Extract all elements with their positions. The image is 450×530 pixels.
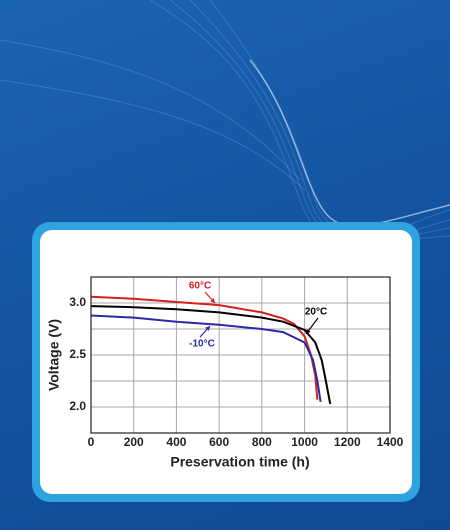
x-tick-label: 400 [166, 435, 186, 449]
line-series [90, 295, 319, 400]
x-tick-label: 1200 [334, 435, 361, 449]
y-tick-label: 2.5 [69, 347, 86, 361]
line-series [90, 305, 332, 405]
arrow-head [306, 329, 311, 334]
arrow-head [205, 326, 210, 331]
x-tick-label: 1400 [377, 435, 404, 449]
line-series [90, 314, 322, 402]
y-axis-title: Voltage (V) [46, 319, 62, 391]
plot-frame [90, 276, 391, 434]
y-tick-label: 3.0 [69, 295, 86, 309]
x-tick-label: 1000 [291, 435, 318, 449]
series-label: -10°C [189, 339, 215, 350]
x-tick-label: 600 [209, 435, 229, 449]
x-axis-title: Preservation time (h) [170, 454, 309, 470]
series-label: 20°C [305, 307, 327, 318]
x-tick-label: 0 [88, 435, 95, 449]
arrow-head [210, 298, 215, 303]
series-label: 60°C [189, 281, 211, 292]
y-tick-label: 2.0 [69, 399, 86, 413]
x-tick-label: 200 [124, 435, 144, 449]
x-tick-label: 800 [252, 435, 272, 449]
